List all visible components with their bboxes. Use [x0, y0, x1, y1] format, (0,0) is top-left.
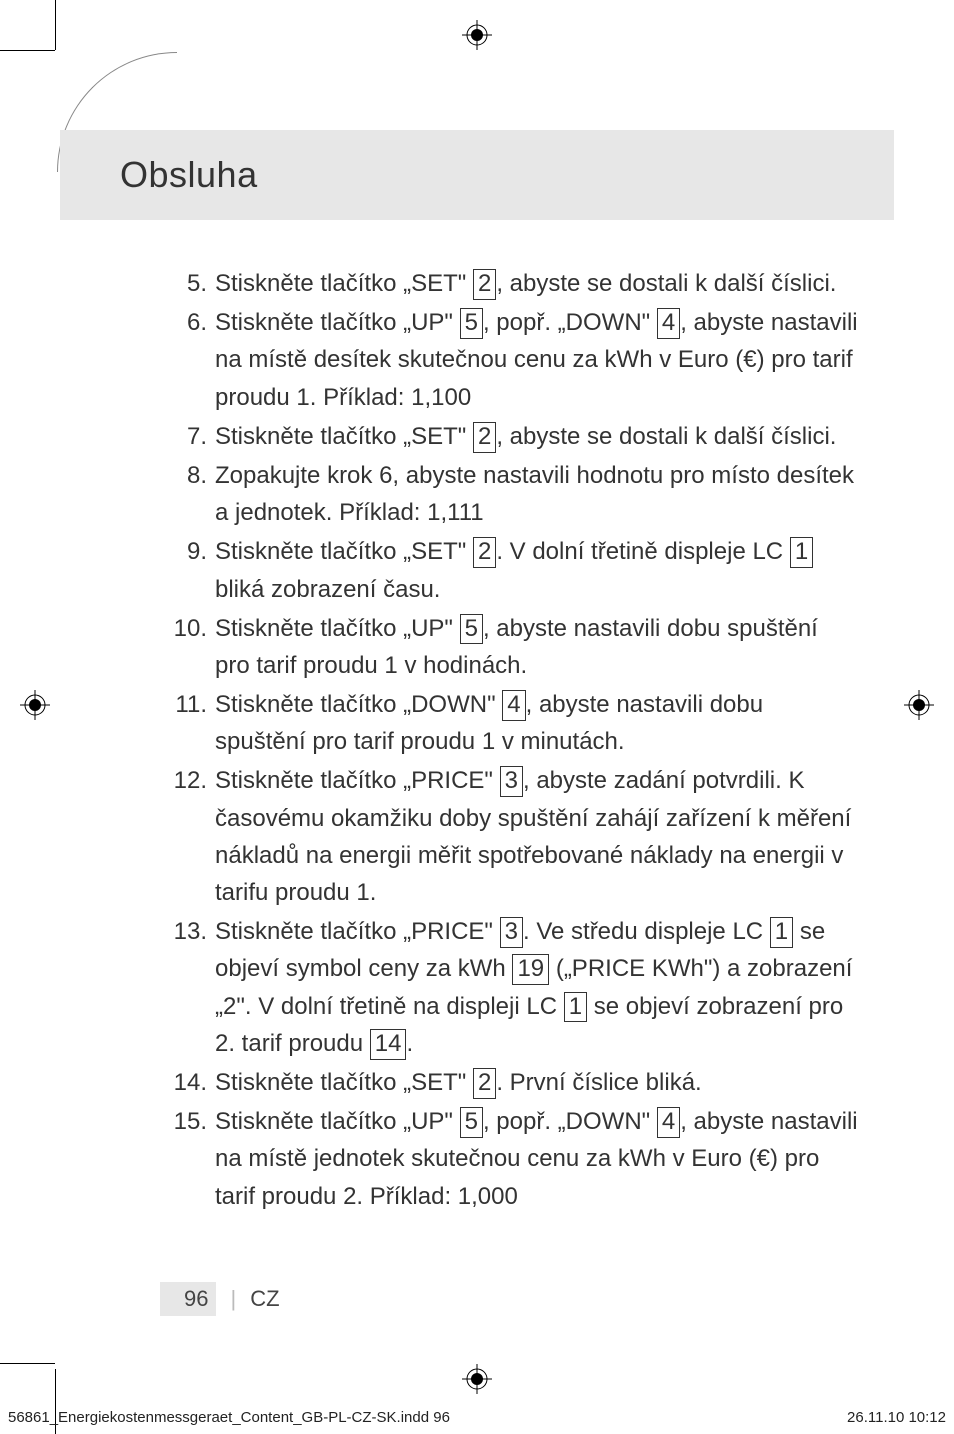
instruction-step: 11.Stiskněte tlačítko „DOWN" 4, abyste n… — [165, 686, 859, 760]
instruction-step: 15.Stiskněte tlačítko „UP" 5, popř. „DOW… — [165, 1103, 859, 1215]
page-language: CZ — [250, 1286, 279, 1312]
instruction-list: 5. Stiskněte tlačítko „SET" 2, abyste se … — [165, 265, 859, 1217]
instruction-step: 9.Stiskněte tlačítko „SET" 2. V dolní tř… — [165, 533, 859, 607]
instruction-step: 14. Stiskněte tlačítko „SET" 2. První čís… — [165, 1064, 859, 1101]
step-number: 14. — [165, 1064, 207, 1101]
step-number: 11. — [165, 686, 207, 723]
step-text: Stiskněte tlačítko „PRICE" 3. Ve středu … — [215, 918, 852, 1057]
print-filename: 56861_Energiekostenmessgeraet_Content_GB… — [8, 1409, 450, 1426]
step-text: Stiskněte tlačítko „SET" 2. V dolní třet… — [215, 538, 813, 602]
reference-number-box: 4 — [657, 308, 680, 339]
reference-number-box: 2 — [473, 422, 496, 453]
page-footer: 96 | CZ — [160, 1282, 280, 1316]
step-text: Stiskněte tlačítko „UP" 5, popř. „DOWN" … — [215, 1108, 858, 1209]
step-number: 13. — [165, 913, 207, 950]
step-text: Stiskněte tlačítko „SET" 2, abyste se do… — [215, 423, 836, 450]
reference-number-box: 2 — [473, 269, 496, 300]
step-number: 10. — [165, 610, 207, 647]
reference-number-box: 3 — [500, 917, 523, 948]
section-header: Obsluha — [60, 130, 894, 220]
reference-number-box: 5 — [460, 614, 483, 645]
step-number: 8. — [165, 457, 207, 494]
registration-mark-icon — [904, 690, 934, 720]
crop-mark — [55, 0, 56, 50]
reference-number-box: 1 — [564, 992, 587, 1023]
instruction-step: 6.Stiskněte tlačítko „UP" 5, popř. „DOWN… — [165, 304, 859, 416]
step-number: 5. — [165, 265, 207, 302]
step-number: 12. — [165, 762, 207, 799]
registration-mark-icon — [462, 20, 492, 50]
reference-number-box: 2 — [473, 1068, 496, 1099]
step-text: Stiskněte tlačítko „UP" 5, popř. „DOWN" … — [215, 309, 858, 410]
registration-mark-icon — [462, 1364, 492, 1394]
step-text: Stiskněte tlačítko „UP" 5, abyste nastav… — [215, 615, 818, 679]
reference-number-box: 1 — [770, 917, 793, 948]
step-text: Stiskněte tlačítko „SET" 2, abyste se do… — [215, 270, 836, 297]
reference-number-box: 1 — [790, 537, 813, 568]
page-number: 96 — [160, 1282, 216, 1316]
step-number: 6. — [165, 304, 207, 341]
crop-mark — [0, 1363, 55, 1364]
crop-mark — [0, 50, 55, 51]
instruction-step: 7. Stiskněte tlačítko „SET" 2, abyste se … — [165, 418, 859, 455]
section-title: Obsluha — [120, 154, 258, 196]
reference-number-box: 2 — [473, 537, 496, 568]
step-text: Stiskněte tlačítko „DOWN" 4, abyste nast… — [215, 691, 763, 755]
reference-number-box: 5 — [460, 308, 483, 339]
instruction-step: 12.Stiskněte tlačítko „PRICE" 3, abyste … — [165, 762, 859, 911]
instruction-step: 8.Zopakujte krok 6, abyste nastavili hod… — [165, 457, 859, 531]
reference-number-box: 19 — [512, 954, 549, 985]
reference-number-box: 14 — [370, 1029, 407, 1060]
reference-number-box: 5 — [460, 1107, 483, 1138]
registration-mark-icon — [20, 690, 50, 720]
print-timestamp: 26.11.10 10:12 — [847, 1409, 946, 1426]
step-number: 9. — [165, 533, 207, 570]
step-text: Zopakujte krok 6, abyste nastavili hodno… — [215, 462, 854, 526]
print-meta-line: 56861_Energiekostenmessgeraet_Content_GB… — [8, 1409, 946, 1426]
step-number: 15. — [165, 1103, 207, 1140]
instruction-step: 5. Stiskněte tlačítko „SET" 2, abyste se … — [165, 265, 859, 302]
reference-number-box: 3 — [500, 766, 523, 797]
instruction-step: 10.Stiskněte tlačítko „UP" 5, abyste nas… — [165, 610, 859, 684]
step-text: Stiskněte tlačítko „SET" 2. První číslic… — [215, 1069, 702, 1096]
instruction-step: 13.Stiskněte tlačítko „PRICE" 3. Ve stře… — [165, 913, 859, 1062]
step-text: Stiskněte tlačítko „PRICE" 3, abyste zad… — [215, 767, 851, 906]
footer-divider: | — [230, 1286, 236, 1312]
reference-number-box: 4 — [502, 690, 525, 721]
reference-number-box: 4 — [657, 1107, 680, 1138]
step-number: 7. — [165, 418, 207, 455]
